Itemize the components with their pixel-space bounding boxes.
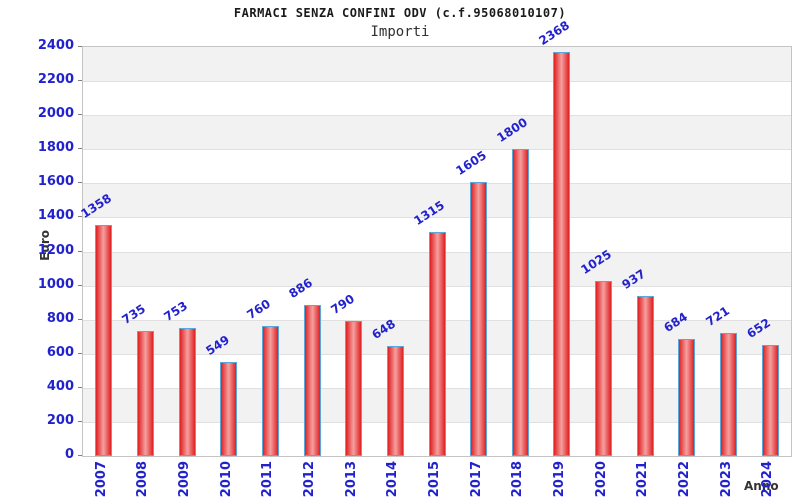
y-tick-label: 2200: [37, 72, 74, 88]
y-tick-label: 1800: [37, 140, 74, 156]
plot-area: 1358 735 753 549 760 886 790 648 1315 1605 1800 236…: [78, 19, 792, 457]
y-tick-mark: [78, 46, 82, 47]
bar-2020: [595, 281, 613, 456]
y-tick-mark: [78, 352, 82, 354]
bar-2019: [553, 52, 571, 456]
x-tick-label: 2023: [718, 461, 734, 498]
x-tick-label: 2020: [593, 461, 609, 498]
bar-2011: [261, 326, 279, 456]
x-tick-label: 2018: [510, 461, 526, 498]
x-tick-label: 2019: [551, 461, 567, 498]
x-tick-label: 2022: [676, 461, 692, 498]
bar-2008: [136, 330, 154, 456]
bar-2021: [636, 296, 654, 456]
x-tick-label: 2014: [385, 461, 401, 498]
y-tick-label: 800: [46, 310, 74, 326]
y-tick-mark: [78, 114, 82, 116]
y-tick-mark: [78, 318, 82, 320]
bar-2010: [220, 362, 238, 456]
x-tick-label: 2015: [427, 461, 442, 498]
bar-2009: [178, 327, 196, 456]
y-tick-label: 400: [46, 378, 74, 394]
x-tick-label: 2011: [260, 461, 276, 498]
x-tick-label: 2008: [135, 461, 151, 498]
bar-2015: [428, 231, 446, 456]
y-tick-label: 1600: [37, 174, 74, 190]
chart-subtitle: Importi: [370, 24, 430, 40]
bar-2022: [678, 339, 696, 456]
y-tick-label: 0: [64, 447, 74, 462]
grid-band: [83, 183, 791, 218]
x-tick-label: 2021: [635, 461, 651, 498]
x-tick-label: 2024: [760, 461, 776, 498]
y-tick-label: 2400: [37, 38, 74, 53]
bar-2018: [511, 149, 529, 456]
grid-band: [83, 47, 791, 82]
y-tick-label: 1000: [37, 276, 74, 292]
bar-2017: [470, 182, 488, 456]
y-tick-mark: [78, 455, 82, 456]
y-tick-mark: [78, 80, 82, 82]
bar-2012: [303, 305, 321, 456]
grid-band: [83, 81, 791, 116]
y-tick-mark: [78, 250, 82, 252]
y-tick-label: 1200: [37, 242, 74, 258]
x-tick-label: 2012: [302, 461, 318, 498]
y-tick-mark: [78, 148, 82, 150]
y-tick-label: 2000: [37, 106, 74, 122]
x-tick-label: 2013: [343, 461, 359, 498]
y-tick-label: 600: [46, 344, 74, 360]
bar-2014: [386, 345, 404, 456]
grid-band: [83, 149, 791, 184]
y-tick-mark: [78, 386, 82, 388]
bar-2023: [720, 333, 738, 456]
y-tick-label: 1400: [37, 208, 74, 224]
y-tick-label: 200: [46, 412, 74, 428]
x-tick-label: 2007: [93, 461, 109, 498]
bar-2007: [95, 224, 113, 456]
bar-2013: [345, 321, 363, 456]
x-tick-label: 2017: [468, 461, 484, 498]
y-tick-mark: [78, 216, 82, 218]
y-tick-mark: [78, 420, 82, 422]
bar-2024: [761, 344, 779, 456]
chart-title: FARMACI SENZA CONFINI ODV (c.f.950680101…: [233, 6, 567, 20]
x-axis-title: Anno: [744, 479, 779, 493]
x-tick-label: 2010: [218, 461, 234, 498]
x-tick-label: 2009: [177, 461, 193, 498]
y-tick-mark: [78, 182, 82, 184]
y-tick-mark: [78, 284, 82, 286]
grid-band: [83, 115, 791, 150]
